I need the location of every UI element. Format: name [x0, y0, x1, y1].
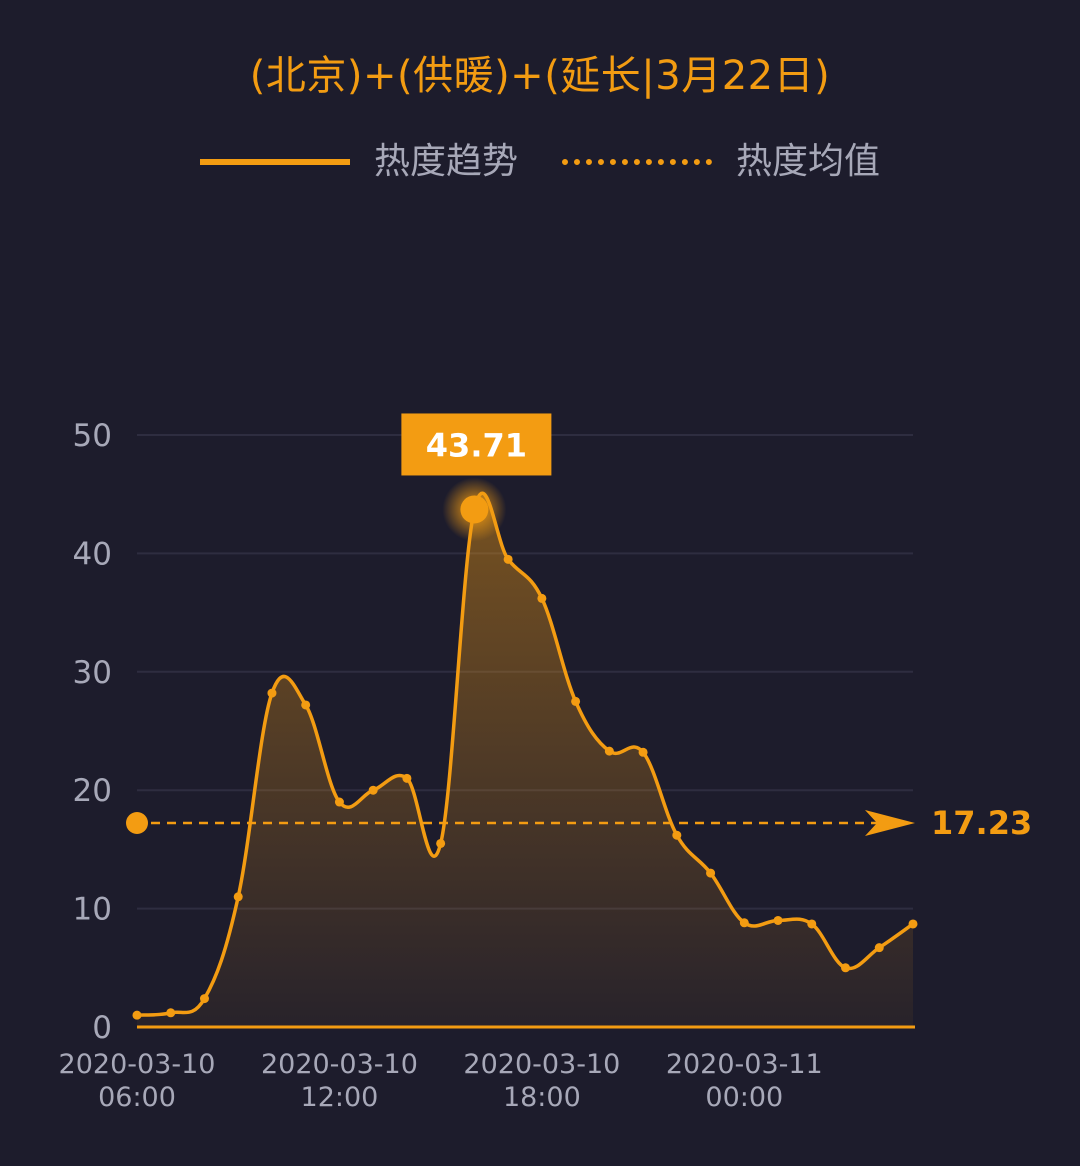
data-point: [503, 554, 513, 564]
y-tick-label: 30: [73, 655, 112, 691]
x-tick-time: 00:00: [705, 1082, 783, 1113]
chart-title: (北京)+(供暖)+(延长|3月22日): [249, 53, 831, 99]
data-point: [301, 700, 311, 710]
x-tick-date: 2020-03-10: [59, 1049, 216, 1080]
data-point: [334, 797, 344, 807]
area-fill: [137, 493, 913, 1028]
y-tick-label: 50: [73, 418, 112, 454]
data-points: [132, 504, 918, 1020]
legend-swatch-solid: [199, 159, 350, 165]
data-point: [874, 943, 884, 953]
data-point: [199, 994, 209, 1004]
data-point: [132, 1010, 142, 1020]
area-fill-path: [137, 493, 913, 1028]
average-line-group: 17.23: [126, 804, 1032, 842]
x-tick-time: 18:00: [503, 1082, 581, 1113]
y-tick-label: 10: [73, 892, 112, 928]
data-point: [638, 747, 648, 757]
data-point: [368, 785, 378, 795]
legend-item-trend[interactable]: 热度趋势: [199, 136, 518, 188]
data-point: [233, 892, 243, 902]
data-point: [402, 773, 412, 783]
data-point: [672, 830, 682, 840]
data-point: [773, 915, 783, 925]
peak-label-box: [401, 413, 552, 476]
legend-item-average[interactable]: 热度均值: [562, 136, 880, 188]
legend-label-average: 热度均值: [736, 141, 881, 182]
average-arrow-icon: [865, 809, 915, 836]
data-point: [571, 696, 581, 706]
peak-annotation: 43.71: [401, 413, 552, 542]
y-tick-label: 20: [73, 773, 112, 809]
average-value-label: 17.23: [931, 804, 1032, 842]
x-tick-date: 2020-03-11: [666, 1049, 823, 1080]
x-tick-date: 2020-03-10: [463, 1049, 620, 1080]
legend-label-trend: 热度趋势: [373, 141, 518, 182]
data-point: [537, 593, 547, 603]
legend-swatch-dotted: [562, 159, 712, 165]
average-start-dot: [126, 811, 148, 834]
peak-marker: [460, 495, 489, 524]
x-tick-time: 12:00: [301, 1082, 379, 1113]
data-point: [604, 746, 614, 756]
data-point: [267, 688, 277, 698]
y-tick-label: 0: [92, 1010, 112, 1046]
legend: 热度趋势 热度均值: [0, 136, 1080, 188]
y-tick-label: 40: [73, 536, 112, 572]
x-tick-time: 06:00: [98, 1082, 176, 1113]
data-point: [166, 1008, 176, 1018]
data-point: [739, 918, 749, 928]
data-point: [908, 919, 918, 929]
x-axis: 2020-03-1006:002020-03-1012:002020-03-10…: [59, 1025, 915, 1113]
y-axis: 0 10 20 30 40 50: [73, 418, 112, 1046]
data-point: [841, 963, 851, 973]
data-point: [436, 838, 446, 848]
x-tick-date: 2020-03-10: [261, 1049, 418, 1080]
peak-value-label: 43.71: [426, 426, 527, 464]
data-point: [807, 919, 817, 929]
data-point: [706, 868, 716, 878]
